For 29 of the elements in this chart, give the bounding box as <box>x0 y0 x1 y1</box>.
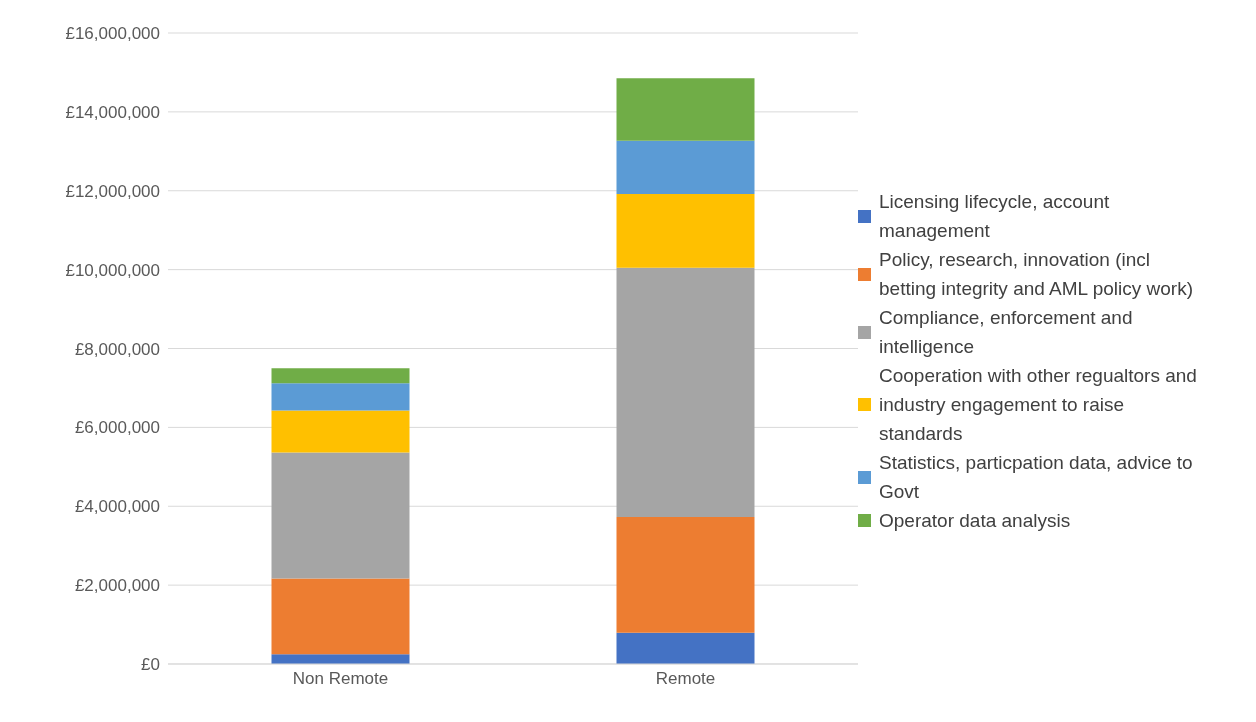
bar <box>616 632 755 664</box>
y-tick-label: £0 <box>141 655 160 675</box>
x-tick-label: Remote <box>655 669 716 689</box>
y-tick-label: £2,000,000 <box>74 576 160 596</box>
bar <box>616 140 755 194</box>
bar <box>271 578 410 655</box>
legend-label: Policy, research, innovation (incl betting integrity and AML policy work) <box>879 248 1194 301</box>
x-tick-label: Non Remote <box>292 669 389 689</box>
bar <box>616 193 755 268</box>
legend-label: Statistics, particpation data, advice to Govt <box>879 451 1194 504</box>
legend-label: Operator data analysis <box>879 509 1072 533</box>
bar <box>271 368 410 384</box>
y-tick-label: £8,000,000 <box>74 339 160 359</box>
y-tick-label: £14,000,000 <box>65 102 160 122</box>
y-tick-label: £12,000,000 <box>65 181 160 201</box>
bar <box>616 516 755 633</box>
y-tick-label: £10,000,000 <box>65 260 160 280</box>
y-tick-label: £6,000,000 <box>74 418 160 438</box>
bar <box>271 654 410 664</box>
legend-label: Compliance, enforcement and intelligence <box>879 306 1134 359</box>
y-tick-label: £16,000,000 <box>65 24 160 44</box>
legend-label: Licensing lifecycle, account management <box>879 190 1111 243</box>
bar <box>271 452 410 579</box>
bar <box>271 410 410 453</box>
bar <box>616 78 755 141</box>
y-tick-label: £4,000,000 <box>74 497 160 517</box>
legend-label: Cooperation with other regualtors and industry engagement to raise standards <box>879 364 1198 446</box>
bar <box>271 383 410 411</box>
bar <box>616 267 755 517</box>
